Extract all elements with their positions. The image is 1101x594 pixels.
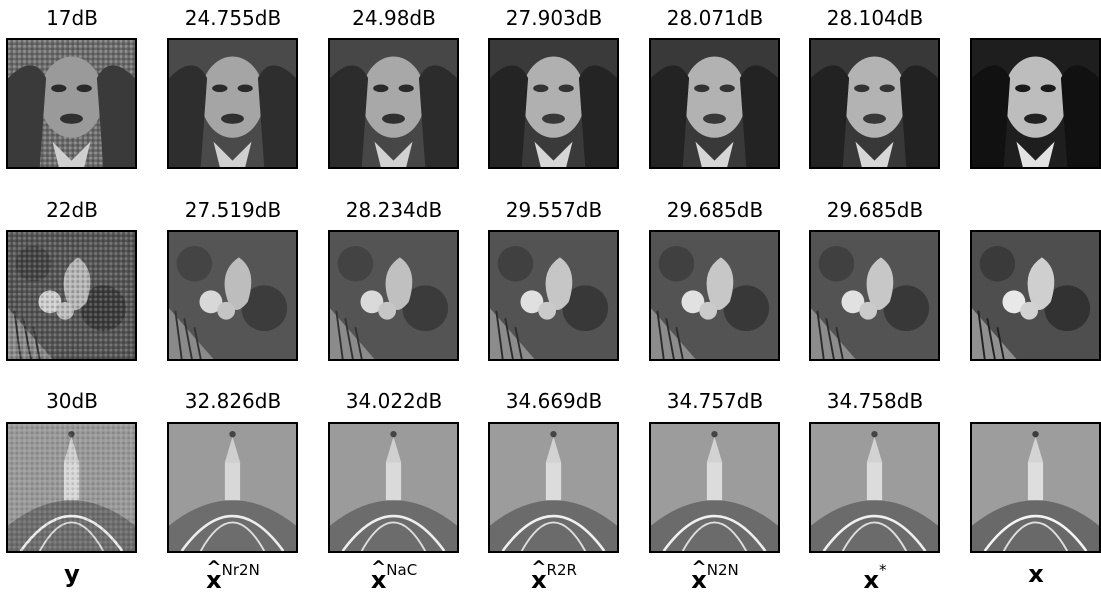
flowers-image <box>970 230 1101 361</box>
column-label: y <box>5 560 139 588</box>
woman-face-image <box>167 38 298 169</box>
woman-face-image <box>6 38 137 169</box>
column-label: xR2R <box>487 560 621 594</box>
column-label-sup: * <box>878 561 887 579</box>
dome-image <box>649 422 780 553</box>
woman-face-image <box>488 38 619 169</box>
dome-image <box>167 422 298 553</box>
column-label-sup: NaC <box>386 561 418 579</box>
flowers-image <box>809 230 940 361</box>
column-label-base: x <box>863 566 879 594</box>
flowers-image <box>6 230 137 361</box>
psnr-title: 29.557dB <box>505 198 603 222</box>
column-label: x <box>969 560 1101 588</box>
psnr-title: 24.98dB <box>352 6 436 30</box>
woman-face-image <box>970 38 1101 169</box>
woman-face-image <box>809 38 940 169</box>
psnr-title: 29.685dB <box>666 198 764 222</box>
column-label: xNr2N <box>166 560 300 594</box>
psnr-title: 28.071dB <box>666 6 764 30</box>
column-label-base: y <box>64 560 80 588</box>
psnr-title: 32.826dB <box>184 389 282 413</box>
psnr-title: 29.685dB <box>826 198 924 222</box>
psnr-title: 28.234dB <box>345 198 443 222</box>
psnr-title: 27.903dB <box>505 6 603 30</box>
column-label-base: x <box>691 566 706 594</box>
psnr-title: 22dB <box>46 198 98 222</box>
column-label-base: x <box>531 566 546 594</box>
psnr-title: 34.022dB <box>345 389 443 413</box>
psnr-title: 30dB <box>46 389 98 413</box>
flowers-image <box>488 230 619 361</box>
flowers-image <box>649 230 780 361</box>
psnr-title: 27.519dB <box>184 198 282 222</box>
woman-face-image <box>328 38 459 169</box>
dome-image <box>970 422 1101 553</box>
column-label-sup: Nr2N <box>221 561 260 579</box>
column-label-base: x <box>1028 560 1044 588</box>
column-label-sup: R2R <box>546 561 577 579</box>
flowers-image <box>167 230 298 361</box>
dome-image <box>488 422 619 553</box>
psnr-title: 34.758dB <box>826 389 924 413</box>
flowers-image <box>328 230 459 361</box>
column-label-base: x <box>371 566 386 594</box>
column-label: xN2N <box>648 560 782 594</box>
woman-face-image <box>649 38 780 169</box>
column-label-sup: N2N <box>706 561 739 579</box>
dome-image <box>6 422 137 553</box>
dome-image <box>809 422 940 553</box>
column-label: x* <box>808 560 942 594</box>
psnr-title: 28.104dB <box>826 6 924 30</box>
psnr-title: 17dB <box>46 6 98 30</box>
dome-image <box>328 422 459 553</box>
psnr-title: 34.669dB <box>505 389 603 413</box>
psnr-title: 24.755dB <box>184 6 282 30</box>
column-label: xNaC <box>327 560 461 594</box>
column-label-base: x <box>206 566 221 594</box>
psnr-title: 34.757dB <box>666 389 764 413</box>
